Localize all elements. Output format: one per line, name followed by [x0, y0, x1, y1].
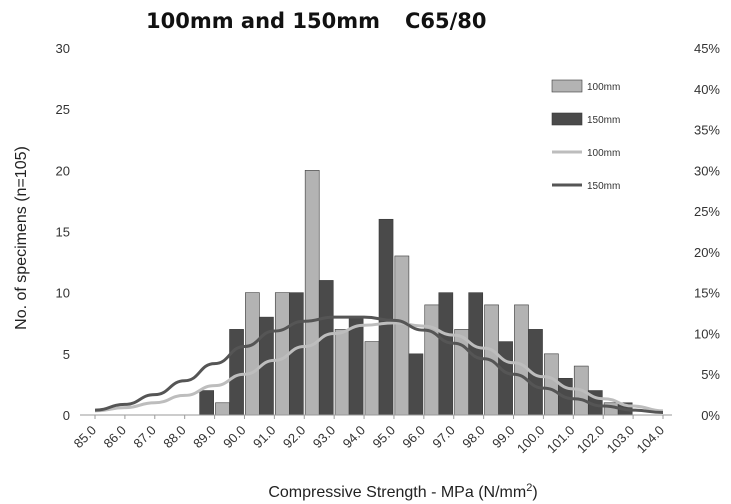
y-tick-left: 10: [56, 286, 70, 301]
y-tick-right: 45%: [694, 41, 720, 56]
y-tick-right: 5%: [701, 367, 720, 382]
y-tick-left: 0: [63, 408, 70, 423]
y-axis-left: 0 5 10 15 20 25 30: [56, 41, 70, 423]
y-tick-right: 35%: [694, 123, 720, 138]
bar-150mm: [408, 353, 424, 416]
bar-150mm: [318, 280, 334, 416]
x-axis-label-main: Compressive Strength - MPa (N/mm: [268, 484, 526, 501]
y-tick-right: 10%: [694, 326, 720, 341]
x-tick-label: 86.0: [101, 423, 130, 452]
bar-100mm: [364, 341, 380, 416]
x-tick-label: 93.0: [310, 423, 339, 452]
x-tick-label: 91.0: [250, 423, 279, 452]
bar-150mm: [199, 390, 214, 416]
y-tick-right: 20%: [694, 245, 720, 260]
x-tick-label: 88.0: [160, 423, 189, 452]
legend-swatch: [551, 79, 583, 93]
x-tick-label: 98.0: [459, 423, 488, 452]
x-tick-label: 92.0: [280, 423, 309, 452]
y-tick-right: 0%: [701, 408, 720, 423]
legend-label: 150mm: [587, 181, 620, 192]
legend: 100mm 150mm 100mm 150mm: [551, 79, 620, 192]
bar-100mm: [424, 304, 440, 416]
y-axis-label: No. of specimens (n=105): [13, 146, 30, 330]
y-tick-right: 40%: [694, 82, 720, 97]
legend-label: 100mm: [587, 82, 620, 93]
bar-100mm: [304, 170, 320, 416]
bar-100mm: [514, 304, 529, 416]
x-tick-label: 104.0: [634, 423, 668, 457]
x-axis-label-sup: 2: [526, 482, 532, 494]
line-100mm: [94, 321, 664, 413]
x-axis-label-end: ): [532, 484, 537, 501]
y-tick-left: 20: [56, 163, 70, 178]
line-150mm: [94, 315, 664, 415]
x-tick-label: 102.0: [574, 423, 608, 457]
y-tick-right: 25%: [694, 204, 720, 219]
lines-group: [94, 315, 664, 415]
legend-swatch: [551, 112, 583, 126]
x-tick-label: 90.0: [220, 423, 249, 452]
bar-150mm: [289, 292, 304, 416]
bar-150mm: [438, 292, 454, 416]
y-tick-left: 15: [56, 225, 70, 240]
x-axis: 85.0 86.0 87.0 88.0 89.0 90.0 91.0 92.0 93.0 94.0…: [71, 415, 668, 457]
y-tick-left: 30: [56, 41, 70, 56]
x-tick-label: 97.0: [429, 423, 458, 452]
x-tick-label: 85.0: [71, 423, 100, 452]
y-tick-right: 15%: [694, 286, 720, 301]
bar-150mm: [498, 341, 513, 416]
chart-title: 100mm and 150mm: [146, 9, 380, 33]
x-tick-label: 99.0: [489, 423, 518, 452]
bar-150mm: [348, 316, 364, 416]
y-tick-left: 25: [56, 102, 70, 117]
y-tick-left: 5: [63, 347, 70, 362]
bar-100mm: [544, 353, 559, 416]
chart-subtitle: C65/80: [405, 9, 487, 33]
bar-100mm: [215, 402, 230, 416]
bar-100mm: [334, 329, 350, 416]
x-axis-label: Compressive Strength - MPa (N/mm2): [268, 482, 537, 501]
bars-group: [199, 170, 633, 416]
bar-150mm: [378, 218, 394, 416]
y-tick-right: 30%: [694, 163, 720, 178]
x-tick-label: 103.0: [604, 423, 638, 457]
x-tick-label: 100.0: [514, 423, 548, 457]
x-tick-label: 89.0: [190, 423, 219, 452]
bar-100mm: [394, 255, 410, 416]
y-axis-right: 0% 5% 10% 15% 20% 25% 30% 35% 40% 45%: [694, 41, 720, 423]
bar-150mm: [229, 329, 244, 416]
x-tick-label: 101.0: [544, 423, 578, 457]
x-tick-label: 96.0: [399, 423, 428, 452]
legend-label: 150mm: [587, 115, 620, 126]
legend-label: 100mm: [587, 148, 620, 159]
x-tick-label: 87.0: [130, 423, 159, 452]
bar-100mm: [245, 292, 260, 416]
x-tick-label: 94.0: [340, 423, 369, 452]
x-tick-label: 95.0: [370, 423, 399, 452]
